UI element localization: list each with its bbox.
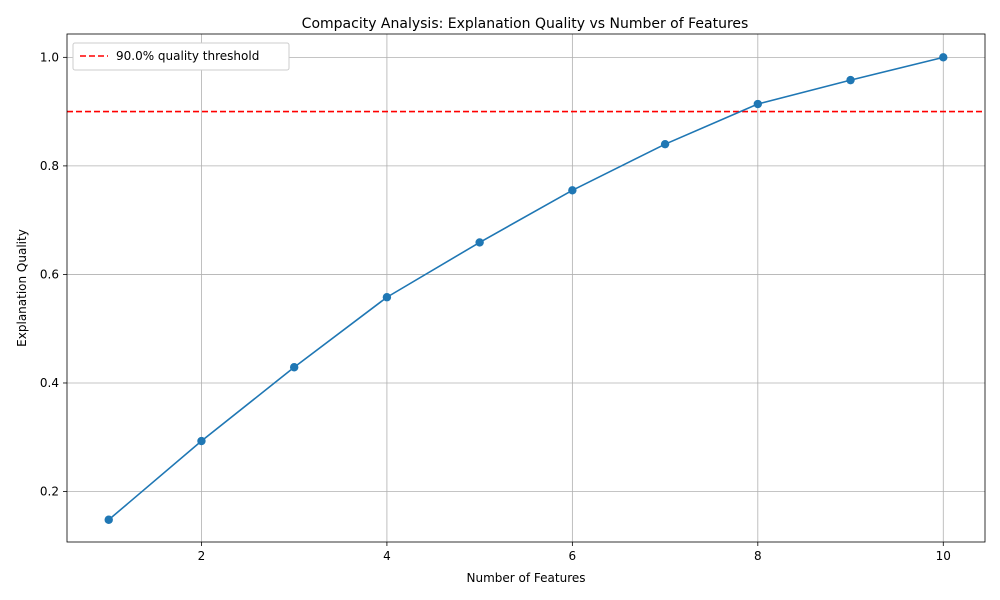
x-tick-label: 2 bbox=[198, 549, 206, 563]
data-point bbox=[197, 436, 206, 446]
x-tick-label: 8 bbox=[754, 549, 762, 563]
data-point bbox=[475, 238, 484, 247]
y-tick-label: 0.2 bbox=[40, 485, 59, 499]
data-point bbox=[939, 53, 948, 62]
data-point bbox=[753, 99, 763, 109]
x-axis-ticks: 2 4 6 8 10 bbox=[198, 542, 951, 563]
chart-title: Compacity Analysis: Explanation Quality … bbox=[302, 16, 749, 32]
legend: 90.0% quality threshold bbox=[72, 42, 290, 71]
plot-area-frame bbox=[66, 33, 986, 543]
series-line bbox=[108, 56, 944, 521]
x-tick-label: 10 bbox=[936, 549, 951, 563]
series-layer bbox=[104, 53, 948, 524]
y-axis-title: Explanation Quality bbox=[15, 229, 29, 347]
x-tick-label: 6 bbox=[569, 549, 577, 563]
data-point bbox=[382, 293, 392, 302]
data-point bbox=[660, 139, 670, 149]
legend-threshold-label: 90.0% quality threshold bbox=[116, 49, 259, 63]
data-point bbox=[568, 186, 577, 195]
grid-layer bbox=[67, 34, 985, 542]
data-point bbox=[104, 515, 113, 524]
data-point bbox=[846, 75, 855, 85]
y-tick-label: 0.8 bbox=[40, 159, 59, 173]
y-tick-label: 0.6 bbox=[40, 267, 59, 281]
y-tick-label: 1.0 bbox=[40, 50, 59, 64]
legend-box bbox=[72, 42, 290, 71]
x-tick-label: 4 bbox=[383, 549, 391, 563]
x-axis-title: Number of Features bbox=[467, 571, 586, 585]
y-axis-ticks: 0.2 0.4 0.6 0.8 1.0 bbox=[40, 50, 67, 499]
y-tick-label: 0.4 bbox=[40, 376, 59, 390]
data-point bbox=[289, 363, 299, 372]
